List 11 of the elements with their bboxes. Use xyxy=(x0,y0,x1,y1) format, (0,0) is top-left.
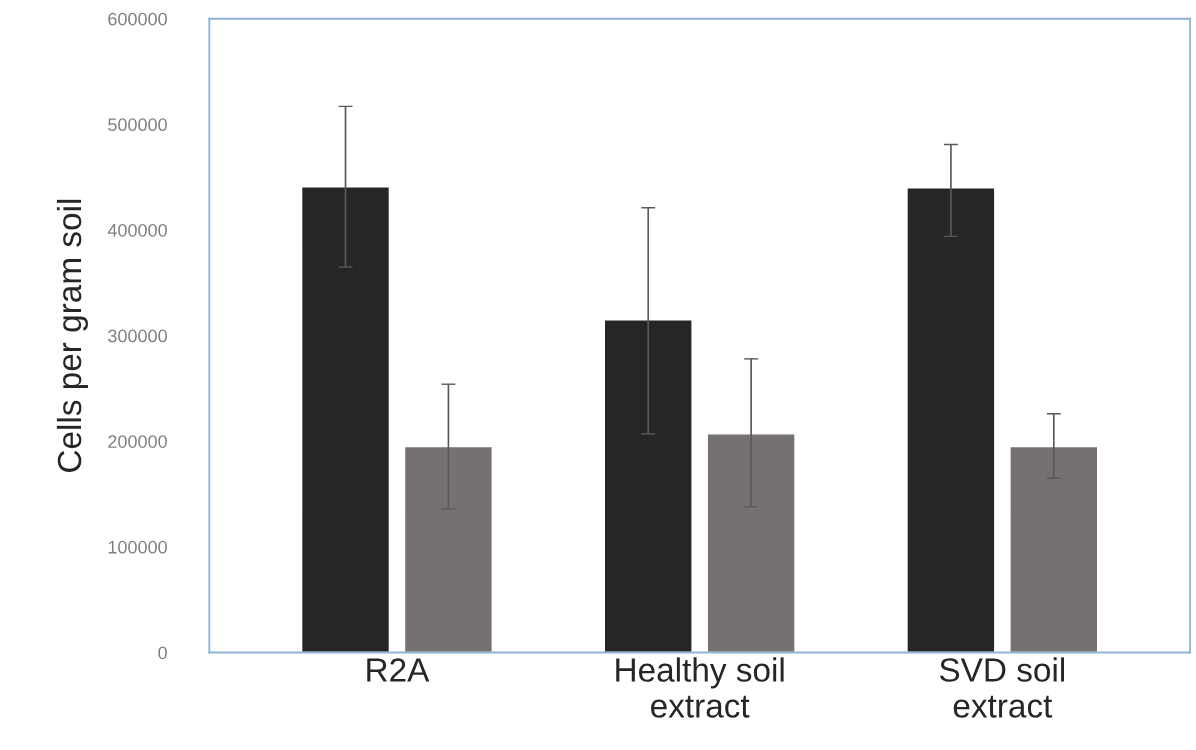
y-tick-label: 300000 xyxy=(108,329,167,343)
y-axis-title: Cells per gram soil xyxy=(56,199,88,472)
x-tick-label: SVD soil extract xyxy=(939,657,1065,718)
y-tick-label: 200000 xyxy=(108,435,167,448)
x-tick-label: R2A xyxy=(367,658,430,682)
y-tick-label: 600000 xyxy=(108,12,167,26)
y-tick-label: 500000 xyxy=(108,118,167,132)
y-tick-label: 0 xyxy=(158,646,167,660)
y-tick-label: 400000 xyxy=(107,223,167,237)
x-tick-label: Healthy soil extract xyxy=(616,657,784,718)
y-tick-label: 100000 xyxy=(108,540,167,554)
